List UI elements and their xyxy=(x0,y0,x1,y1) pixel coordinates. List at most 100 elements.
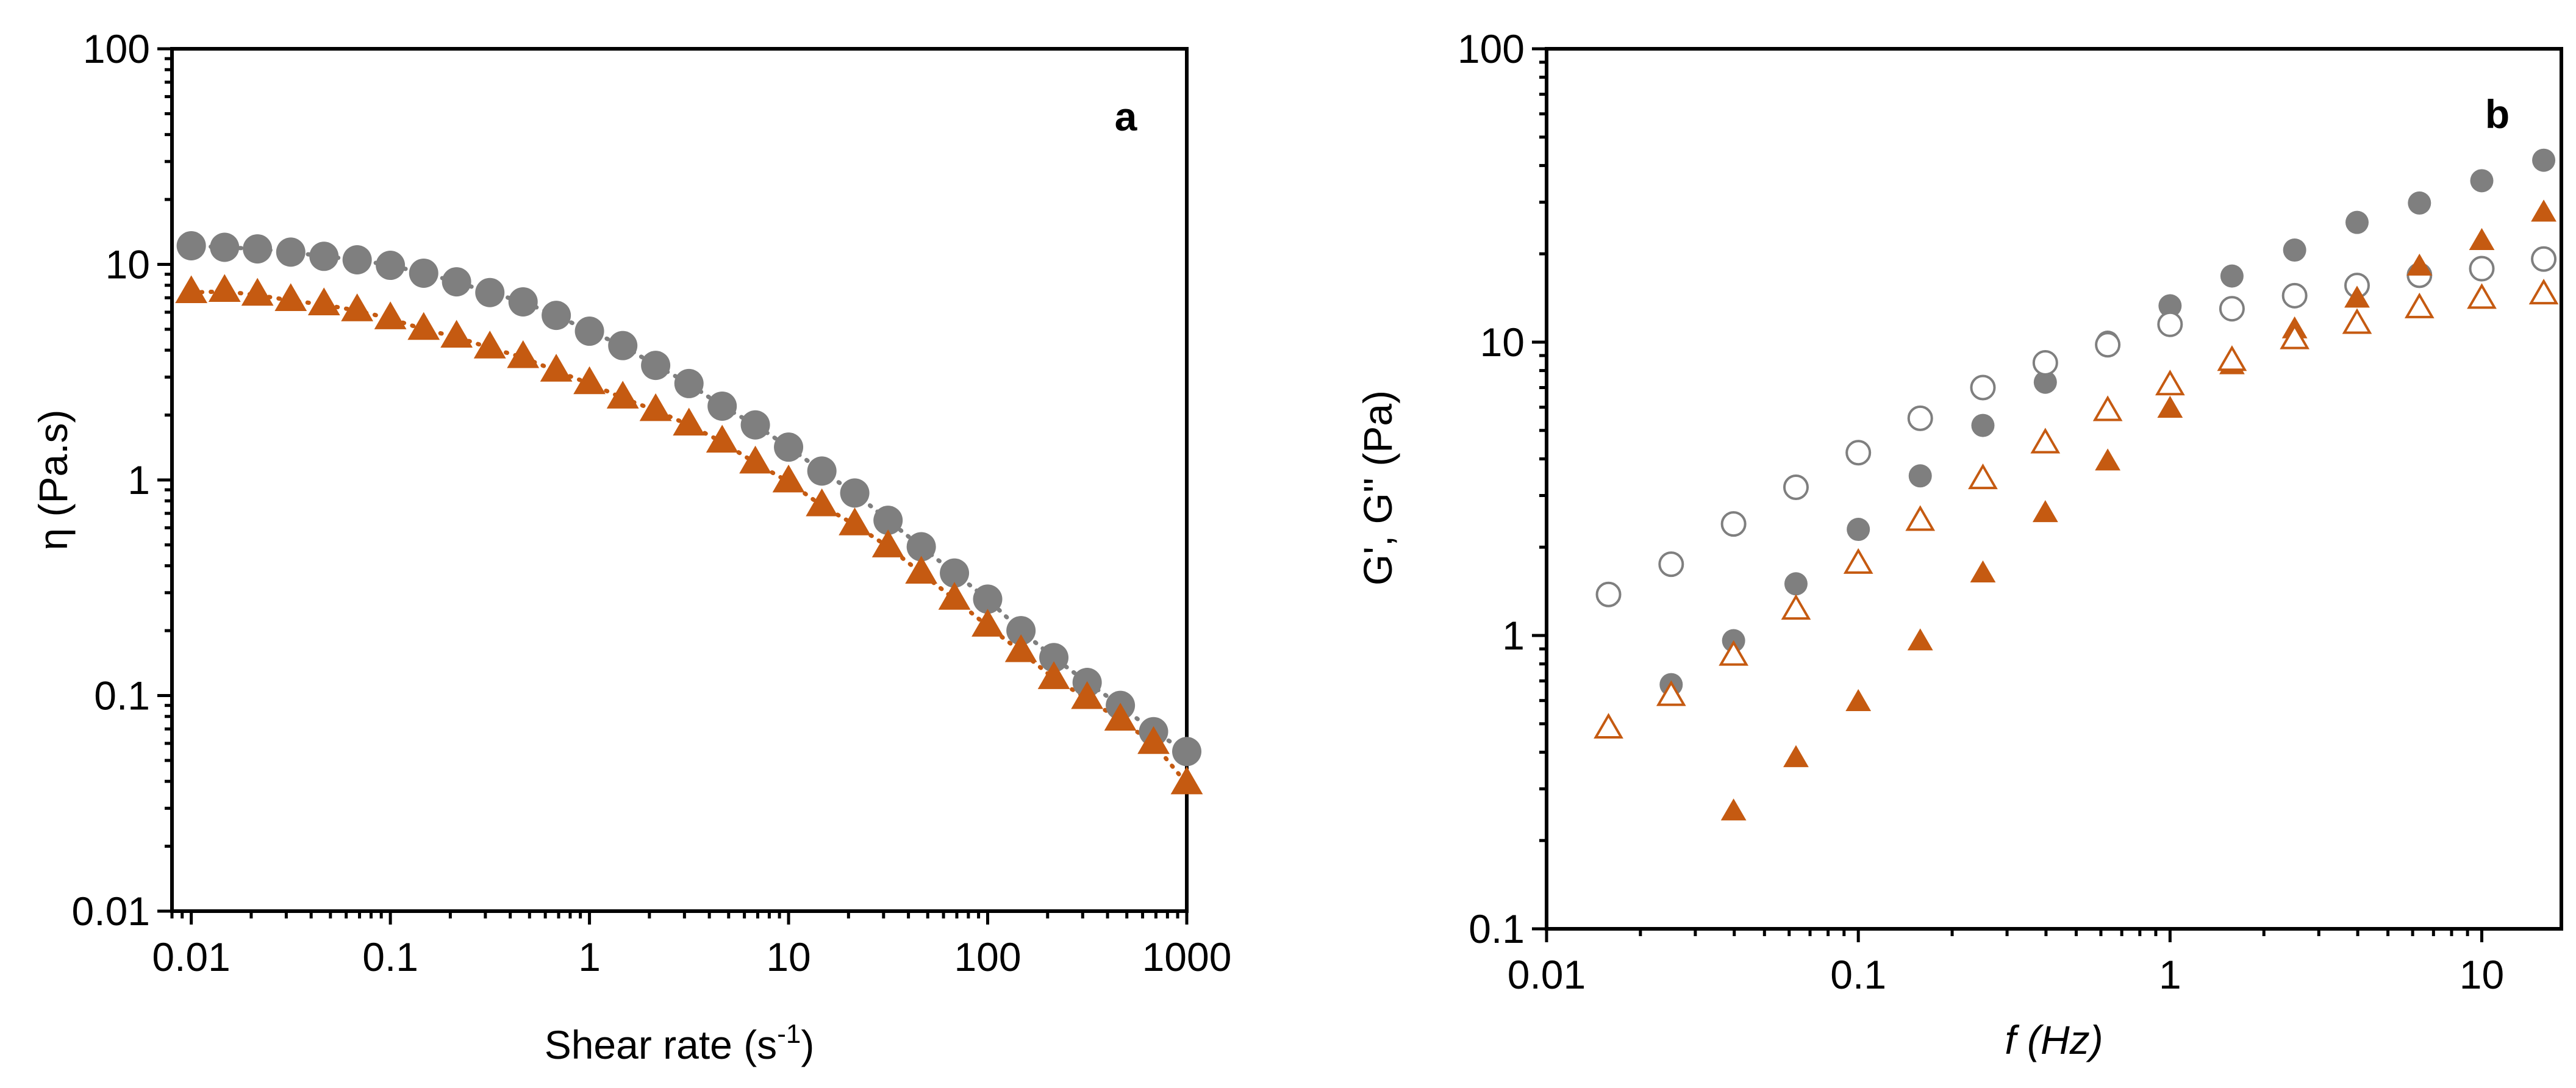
open-circle-point xyxy=(2281,282,2308,309)
open-circle-point xyxy=(1970,374,1996,401)
panel-a-ticks: 0.01 0.1 1 10 100 1000 0.01 0.1 1 10 100 xyxy=(72,26,1232,979)
data-point-circle xyxy=(774,432,804,462)
filled-triangle-point xyxy=(2032,500,2058,523)
data-point-triangle xyxy=(1104,703,1137,731)
panel-a-letter: a xyxy=(1115,94,1138,139)
panel-a-data-points xyxy=(175,231,1203,795)
data-point-circle xyxy=(309,242,339,271)
panel-a-plot-area xyxy=(170,47,1189,913)
filled-triangle-point xyxy=(2344,285,2370,308)
data-point-triangle xyxy=(606,381,639,409)
data-point-triangle xyxy=(440,320,473,348)
data-point-circle xyxy=(1006,616,1036,646)
open-circle-point xyxy=(1907,405,1933,431)
panel-a-y-axis-title: η (Pa.s) xyxy=(30,409,76,550)
x-tick-label: 100 xyxy=(954,934,1021,979)
open-triangle-point xyxy=(2030,428,2061,454)
data-point-triangle xyxy=(905,556,938,584)
data-point-circle xyxy=(608,331,638,360)
filled-circle-point xyxy=(1971,413,1995,437)
x-tick-label: 0.1 xyxy=(1830,952,1886,997)
filled-triangle-point xyxy=(2469,227,2495,251)
filled-circle-point xyxy=(1908,464,1932,488)
filled-circle-point xyxy=(1847,518,1870,542)
data-point-triangle xyxy=(175,275,208,304)
open-circle-point xyxy=(1595,581,1622,607)
open-triangle-point xyxy=(1719,640,1749,666)
open-triangle-point xyxy=(2467,283,2497,309)
panel-a-x-axis-title: Shear rate (s-1) xyxy=(545,1019,815,1067)
filled-circle-point xyxy=(2283,238,2306,262)
data-point-triangle xyxy=(573,366,606,395)
filled-circle-point xyxy=(2408,191,2431,215)
data-point-triangle xyxy=(1137,726,1170,754)
panel-a-x-title-sup: -1 xyxy=(777,1019,801,1049)
data-point-circle xyxy=(342,245,372,275)
open-circle-point xyxy=(2032,349,2058,376)
data-point-triangle xyxy=(706,424,739,453)
filled-circle-point xyxy=(1784,572,1808,596)
open-triangle-point xyxy=(1905,505,1936,531)
open-triangle-point xyxy=(1656,680,1686,706)
data-point-circle xyxy=(1039,643,1069,673)
data-point-circle xyxy=(873,506,903,535)
data-point-triangle xyxy=(473,331,506,359)
y-tick-label: 0.1 xyxy=(1469,906,1525,951)
open-circle-point xyxy=(1845,440,1872,466)
x-tick-label: 0.01 xyxy=(152,934,230,979)
y-tick-label: 1 xyxy=(127,457,150,503)
data-point-circle xyxy=(574,317,604,346)
data-point-triangle xyxy=(1170,766,1203,795)
data-point-circle xyxy=(376,251,406,281)
data-point-triangle xyxy=(806,488,839,517)
data-point-circle xyxy=(973,584,1003,614)
filled-triangle-point xyxy=(1845,689,1872,711)
data-point-circle xyxy=(243,234,273,264)
filled-triangle-point xyxy=(1783,745,1809,767)
filled-triangle-point xyxy=(1907,628,1933,651)
filled-triangle-point xyxy=(1720,798,1747,821)
panel-b-y-axis-title: G', G'' (Pa) xyxy=(1355,390,1400,585)
data-point-triangle xyxy=(307,287,340,315)
open-circle-point xyxy=(2095,332,2121,358)
data-point-circle xyxy=(707,391,737,421)
y-tick-label: 0.1 xyxy=(94,673,150,718)
x-tick-label: 0.1 xyxy=(362,934,418,979)
filled-circle-point xyxy=(2345,210,2369,234)
y-tick-label: 10 xyxy=(1480,320,1525,365)
x-tick-label: 0.01 xyxy=(1508,952,1586,997)
data-point-circle xyxy=(1172,737,1201,767)
x-tick-label: 1000 xyxy=(1142,934,1232,979)
filled-circle-point xyxy=(2158,294,2182,318)
panel-b-x-axis-title: f (Hz) xyxy=(2005,1017,2103,1062)
filled-triangle-point xyxy=(2095,448,2121,471)
data-point-circle xyxy=(508,287,538,317)
data-point-triangle xyxy=(1071,681,1104,709)
x-tick-label: 10 xyxy=(2460,952,2504,997)
data-point-circle xyxy=(409,258,438,288)
open-triangle-point xyxy=(2280,323,2310,349)
open-triangle-point xyxy=(2217,345,2247,371)
data-point-circle xyxy=(210,232,240,262)
y-tick-label: 0.01 xyxy=(72,889,150,934)
data-point-triangle xyxy=(871,529,904,557)
y-tick-label: 100 xyxy=(1458,26,1525,71)
data-point-triangle xyxy=(938,582,971,610)
filled-triangle-point xyxy=(2406,253,2433,276)
data-point-triangle xyxy=(839,507,871,535)
data-point-triangle xyxy=(639,393,672,421)
filled-circle-point xyxy=(2532,148,2556,172)
open-triangle-point xyxy=(2404,292,2435,318)
data-point-triangle xyxy=(1004,634,1037,662)
open-circle-point xyxy=(1658,551,1684,578)
data-point-triangle xyxy=(540,354,573,382)
y-tick-label: 1 xyxy=(1502,613,1525,658)
open-triangle-point xyxy=(1781,594,1811,620)
open-triangle-point xyxy=(2342,308,2372,334)
data-point-triangle xyxy=(1037,661,1070,689)
open-circle-point xyxy=(2469,256,2495,282)
data-point-circle xyxy=(740,410,770,440)
